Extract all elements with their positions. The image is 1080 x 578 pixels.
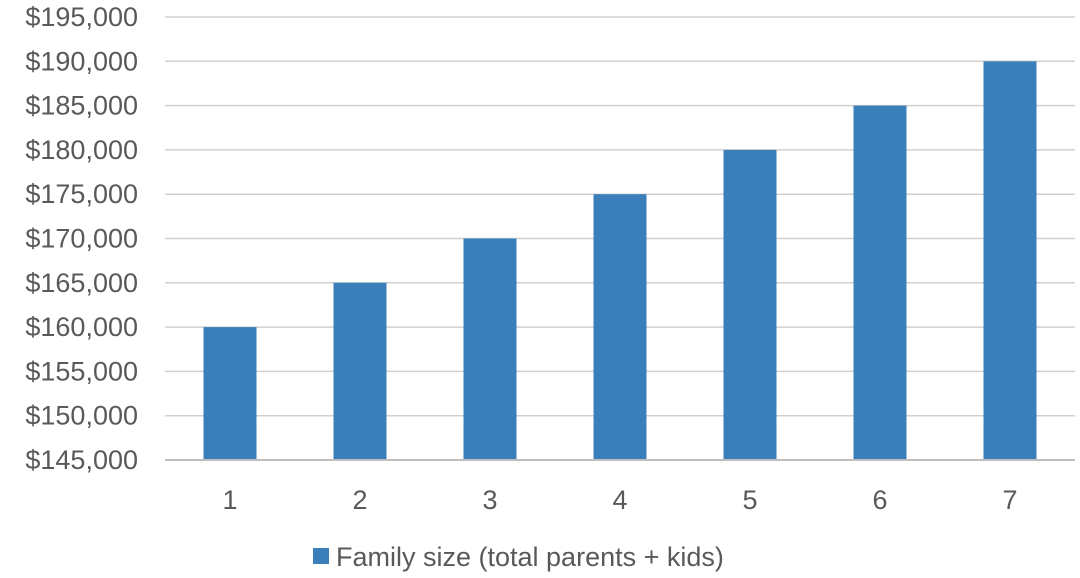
- bar: [593, 194, 647, 460]
- y-tick-label: $155,000: [25, 356, 138, 386]
- legend-swatch: [313, 548, 329, 564]
- bar: [463, 238, 517, 460]
- x-tick-label: 4: [612, 485, 627, 515]
- bar: [853, 105, 907, 460]
- y-tick-label: $165,000: [25, 268, 138, 298]
- bars: [203, 61, 1037, 461]
- x-tick-label: 2: [352, 485, 367, 515]
- bar: [333, 282, 387, 460]
- y-tick-label: $185,000: [25, 91, 138, 121]
- legend: Family size (total parents + kids): [313, 542, 724, 572]
- x-tick-label: 5: [742, 485, 757, 515]
- y-tick-label: $150,000: [25, 401, 138, 431]
- bar: [723, 149, 777, 460]
- y-tick-label: $145,000: [25, 445, 138, 475]
- y-axis-tick-labels: $145,000 $150,000 $155,000 $160,000 $165,000…: [25, 2, 138, 475]
- y-tick-label: $180,000: [25, 135, 138, 165]
- x-tick-label: 1: [222, 485, 237, 515]
- y-tick-label: $195,000: [25, 2, 138, 32]
- x-tick-label: 3: [482, 485, 497, 515]
- y-tick-label: $175,000: [25, 179, 138, 209]
- x-tick-label: 7: [1002, 485, 1017, 515]
- y-tick-label: $170,000: [25, 224, 138, 254]
- y-tick-label: $190,000: [25, 46, 138, 76]
- bar: [203, 327, 257, 460]
- y-tick-label: $160,000: [25, 312, 138, 342]
- x-axis-tick-labels: 1 2 3 4 5 6 7: [222, 485, 1017, 515]
- x-tick-label: 6: [872, 485, 887, 515]
- legend-label: Family size (total parents + kids): [336, 542, 724, 572]
- bar: [983, 61, 1037, 461]
